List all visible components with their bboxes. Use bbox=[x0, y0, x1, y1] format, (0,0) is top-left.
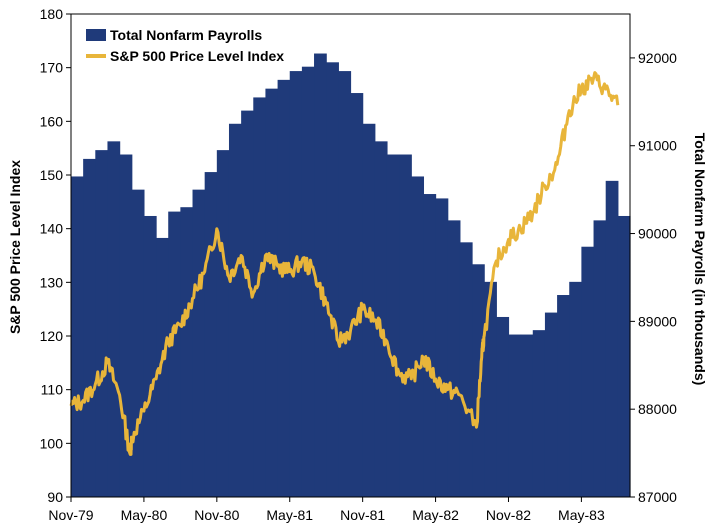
payroll-bar bbox=[508, 334, 522, 497]
payroll-bar bbox=[520, 334, 534, 497]
payroll-bar bbox=[557, 295, 570, 497]
left-tick-label: 170 bbox=[40, 60, 64, 76]
payroll-bar bbox=[289, 71, 303, 497]
legend-label-payrolls: Total Nonfarm Payrolls bbox=[110, 27, 262, 43]
payroll-bar bbox=[228, 123, 242, 498]
payroll-bar bbox=[544, 312, 558, 497]
payroll-bar bbox=[459, 242, 473, 497]
right-tick-label: 91000 bbox=[638, 138, 677, 154]
axes bbox=[70, 13, 631, 498]
payroll-bar bbox=[605, 180, 619, 497]
legend: Total Nonfarm Payrolls S&P 500 Price Lev… bbox=[86, 27, 284, 64]
x-tick-label: Nov-81 bbox=[340, 507, 385, 523]
payroll-bar bbox=[265, 88, 279, 498]
x-tick-label: May-81 bbox=[266, 507, 313, 523]
payroll-bar bbox=[569, 281, 582, 497]
payroll-bar bbox=[532, 330, 546, 497]
legend-label-sp500: S&P 500 Price Level Index bbox=[110, 48, 284, 64]
left-tick-label: 130 bbox=[40, 274, 64, 290]
payroll-bar bbox=[399, 154, 412, 497]
x-tick-label: May-83 bbox=[558, 507, 605, 523]
payroll-bar bbox=[411, 176, 425, 497]
payroll-bar bbox=[374, 141, 388, 497]
payroll-bar bbox=[216, 150, 230, 497]
payroll-bar bbox=[301, 66, 315, 497]
payroll-bar bbox=[484, 281, 497, 497]
payroll-bar bbox=[593, 220, 607, 497]
payroll-bar bbox=[386, 154, 400, 497]
left-tick-label: 140 bbox=[40, 221, 64, 237]
sp500-line-group bbox=[69, 71, 620, 456]
left-axis-ticks: 90 100 110 120 130 140 150 160 170 180 bbox=[40, 6, 71, 505]
payroll-bar bbox=[277, 79, 291, 498]
legend-swatch-payrolls bbox=[86, 29, 106, 41]
x-tick-label: Nov-80 bbox=[194, 507, 239, 523]
payroll-bar bbox=[192, 189, 206, 497]
payrolls-bars bbox=[71, 53, 631, 498]
payroll-bar bbox=[241, 110, 254, 497]
plot-frame bbox=[70, 13, 631, 498]
left-tick-label: 180 bbox=[40, 6, 64, 22]
right-tick-label: 89000 bbox=[638, 313, 677, 329]
left-tick-label: 160 bbox=[40, 113, 64, 129]
payroll-bar bbox=[180, 207, 194, 497]
payroll-bar bbox=[95, 150, 109, 497]
payroll-bar bbox=[496, 316, 510, 497]
payroll-bar bbox=[350, 93, 364, 497]
x-tick-label: May-82 bbox=[412, 507, 459, 523]
payroll-bar bbox=[253, 97, 267, 498]
x-axis-ticks: Nov-79 May-80 Nov-80 May-81 Nov-81 May-82 Nov-… bbox=[48, 497, 605, 523]
payroll-bar bbox=[143, 215, 157, 498]
left-axis-title: S&P 500 Price Level Index bbox=[7, 160, 23, 334]
right-tick-label: 92000 bbox=[638, 50, 677, 66]
payroll-bar bbox=[71, 176, 84, 497]
payroll-bar bbox=[435, 198, 449, 498]
payroll-bar bbox=[447, 220, 461, 497]
payroll-bar bbox=[156, 237, 169, 497]
payroll-bar bbox=[314, 53, 327, 498]
right-axis-title: Total Nonfarm Payrolls (in thousands) bbox=[692, 133, 708, 386]
x-tick-label: May-80 bbox=[121, 507, 168, 523]
sp500-line bbox=[69, 71, 620, 456]
right-tick-label: 87000 bbox=[638, 489, 677, 505]
right-axis-ticks: 87000 88000 89000 90000 91000 92000 bbox=[630, 50, 677, 505]
payroll-bar bbox=[204, 172, 218, 497]
payroll-bar bbox=[338, 71, 352, 497]
payroll-bar bbox=[83, 158, 96, 497]
left-tick-label: 150 bbox=[40, 167, 64, 183]
left-tick-label: 120 bbox=[40, 328, 64, 344]
right-tick-label: 88000 bbox=[638, 401, 677, 417]
payroll-bar bbox=[617, 215, 631, 498]
payroll-bar bbox=[131, 189, 145, 497]
payroll-bar bbox=[168, 211, 181, 497]
payroll-bar bbox=[107, 141, 121, 497]
right-tick-label: 90000 bbox=[638, 226, 677, 242]
x-tick-label: Nov-82 bbox=[486, 507, 531, 523]
payroll-bar bbox=[581, 246, 595, 497]
payroll-bar bbox=[423, 194, 437, 497]
left-tick-label: 100 bbox=[40, 435, 64, 451]
left-tick-label: 90 bbox=[47, 489, 63, 505]
x-tick-label: Nov-79 bbox=[48, 507, 93, 523]
left-tick-label: 110 bbox=[41, 382, 64, 398]
payroll-bar bbox=[326, 62, 339, 498]
